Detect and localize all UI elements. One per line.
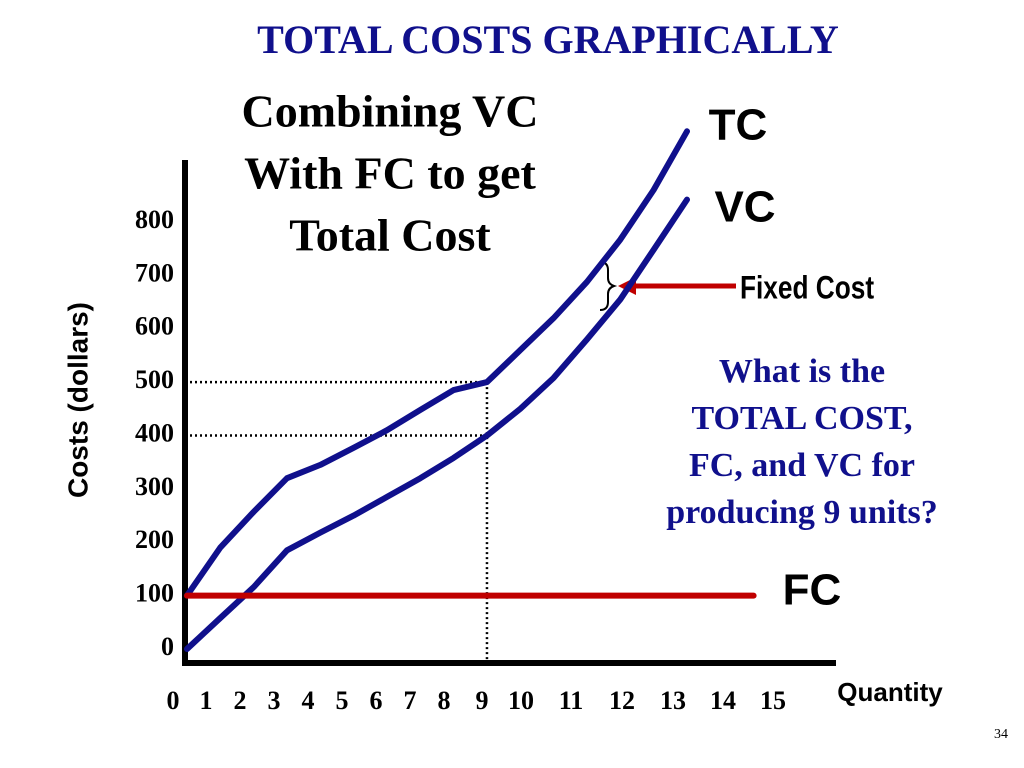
y-tick-label: 200	[135, 525, 174, 554]
x-tick-label: 9	[476, 686, 489, 715]
y-tick-label: 300	[135, 472, 174, 501]
brace	[599, 261, 618, 311]
series-line	[184, 128, 690, 599]
series-label: VC	[714, 183, 775, 232]
y-tick-label: 500	[135, 365, 174, 394]
question-line: TOTAL COST,	[691, 400, 912, 437]
x-tick-label: 4	[302, 686, 315, 715]
caption-line: Total Cost	[289, 210, 491, 261]
question-line: producing 9 units?	[666, 494, 937, 531]
callout: Fixed Cost	[740, 271, 874, 306]
series-label: FC	[783, 566, 842, 615]
series-line	[184, 196, 690, 652]
caption-line: Combining VC	[242, 86, 539, 137]
caption-line: With FC to get	[244, 148, 536, 199]
x-tick-label: 2	[234, 686, 247, 715]
y-axis-label: Costs (dollars)	[62, 302, 93, 498]
y-tick-label: 600	[135, 312, 174, 341]
x-tick-label: 12	[609, 686, 635, 715]
slide-title: TOTAL COSTS GRAPHICALLY	[257, 17, 839, 62]
x-tick-label: 6	[370, 686, 383, 715]
x-tick-label: 14	[710, 686, 736, 715]
series-label: TC	[709, 101, 768, 150]
x-tick-label: 7	[404, 686, 417, 715]
y-tick-label: 100	[135, 579, 174, 608]
y-tick-label: 0	[161, 632, 174, 661]
question-line: What is the	[719, 353, 885, 390]
x-tick-label: 5	[336, 686, 349, 715]
x-tick-label: 15	[760, 686, 786, 715]
y-tick-label: 800	[135, 205, 174, 234]
x-tick-label: 1	[200, 686, 213, 715]
question-line: FC, and VC for	[689, 447, 915, 484]
x-tick-label: 3	[268, 686, 281, 715]
x-tick-label: 10	[508, 686, 534, 715]
y-tick-label: 700	[135, 258, 174, 287]
x-tick-label: 8	[438, 686, 451, 715]
y-tick-label: 400	[135, 418, 174, 447]
x-tick-label: 13	[660, 686, 686, 715]
x-tick-label: 0	[167, 686, 180, 715]
x-axis-label: Quantity	[837, 677, 943, 707]
x-tick-label: 11	[559, 686, 584, 715]
page-number: 34	[994, 727, 1008, 742]
